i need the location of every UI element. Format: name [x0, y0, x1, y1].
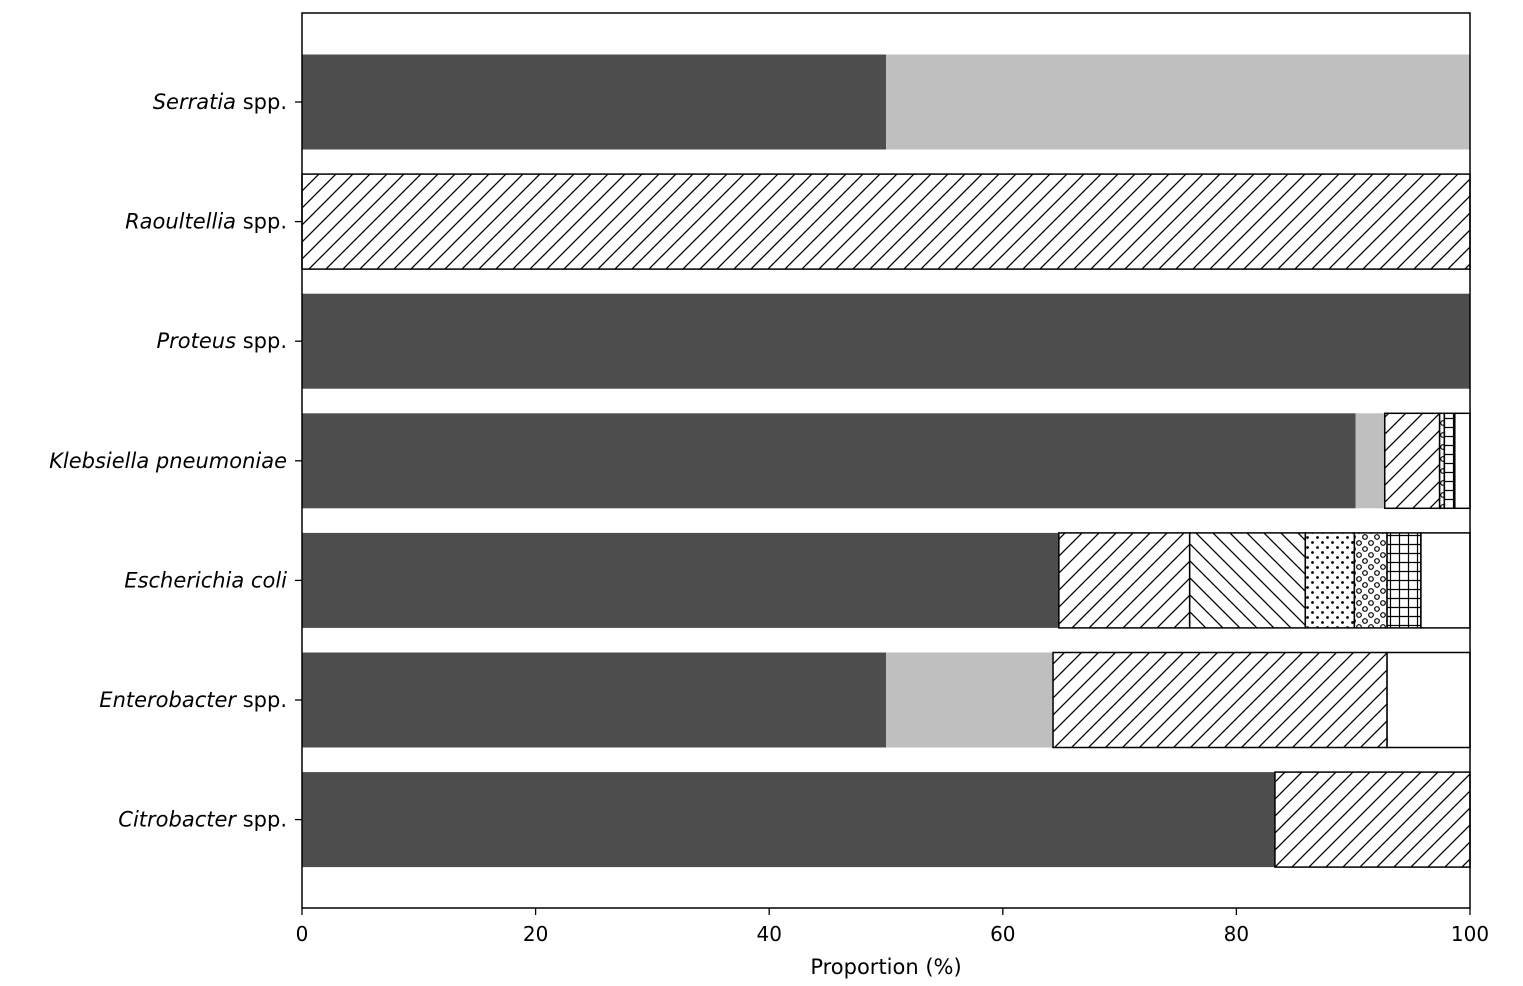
bar-segment-s8-row-3 [1454, 412, 1471, 510]
bars-group [301, 54, 1471, 868]
bar-segment-s3-row-6 [1274, 771, 1471, 868]
x-tick-label-1: 20 [523, 922, 548, 946]
bar-segment-s2-row-0 [886, 54, 1470, 150]
bar-segment-s6-row-4 [1353, 532, 1388, 629]
bar-segment-s1-row-4 [302, 532, 1059, 628]
category-label-5: Enterobacter spp. [99, 688, 287, 712]
bar-segment-s1-row-3 [302, 413, 1356, 509]
bar-segment-s2-row-5 [886, 652, 1054, 748]
bar-segment-s1-row-5 [302, 652, 886, 748]
bar-segment-s8-row-5 [1386, 651, 1471, 749]
bar-segment-s8-row-4 [1420, 532, 1471, 629]
category-label-3: Klebsiella pneumoniae [49, 449, 287, 473]
bar-segment-s5-row-4 [1304, 532, 1356, 629]
category-label-2: Proteus spp. [156, 329, 287, 353]
x-tick-label-2: 40 [756, 922, 781, 946]
bar-segment-s7-row-4 [1386, 532, 1422, 629]
bar-segment-s3-row-4 [1058, 532, 1191, 629]
x-axis: 0 20 40 60 80 100 [296, 908, 1489, 946]
x-tick-label-5: 100 [1451, 922, 1489, 946]
category-label-0: Serratia spp. [153, 90, 287, 114]
category-label-6: Citrobacter spp. [118, 808, 287, 832]
bar-segment-s2-row-3 [1355, 413, 1385, 509]
category-label-1: Raoultellia spp. [125, 210, 287, 234]
x-axis-title: Proportion (%) [810, 955, 961, 979]
x-tick-label-0: 0 [296, 922, 309, 946]
bar-segment-s1-row-2 [302, 293, 1470, 389]
bar-segment-s4-row-4 [1188, 532, 1307, 629]
bar-segment-s7-row-3 [1443, 412, 1456, 510]
category-label-4: Escherichia coli [124, 568, 287, 592]
x-tick-label-3: 60 [990, 922, 1015, 946]
bar-segment-s3-row-5 [1052, 651, 1388, 749]
y-axis: Serratia spp. Raoultellia spp. Proteus spp… [49, 90, 302, 832]
bar-segment-s1-row-6 [302, 772, 1275, 868]
bar-segment-s1-row-0 [302, 54, 886, 150]
x-tick-label-4: 80 [1224, 922, 1249, 946]
bar-segment-s3-row-3 [1383, 412, 1441, 510]
bar-segment-s3-row-1 [301, 173, 1471, 270]
